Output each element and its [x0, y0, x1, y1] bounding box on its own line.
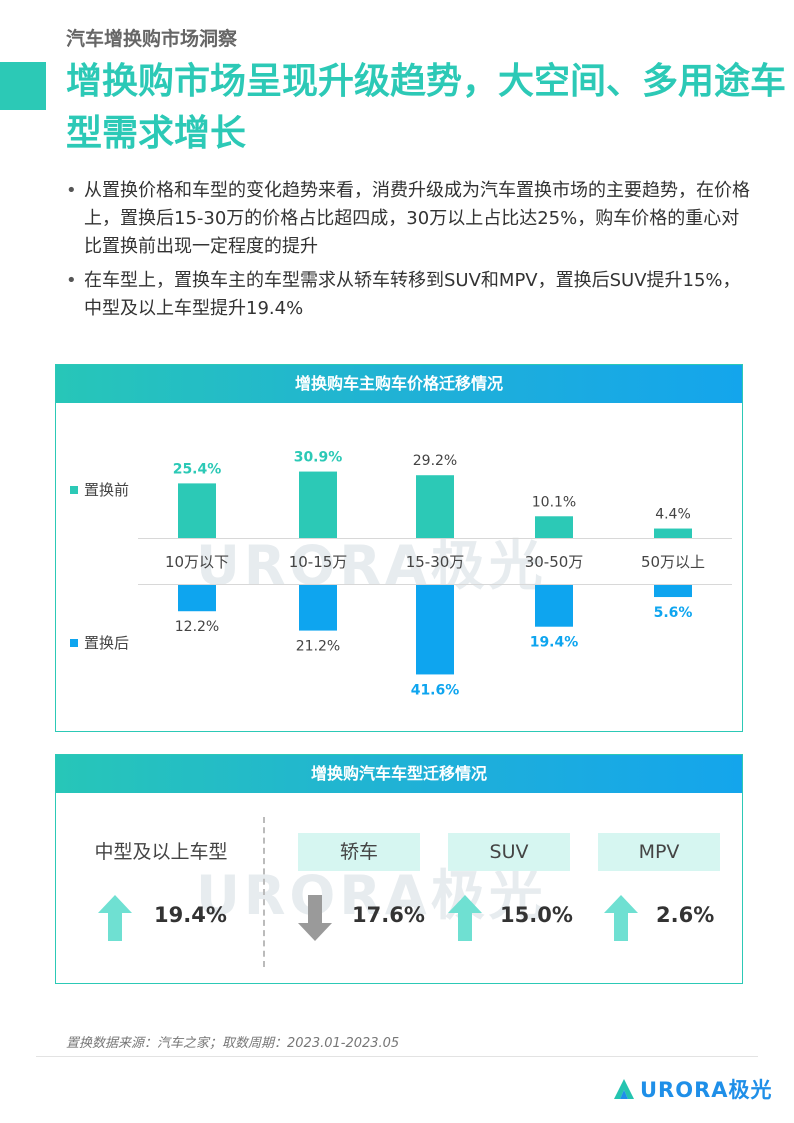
price-panel-title: 增换购车主购车价格迁移情况	[56, 365, 742, 403]
brand-logo: URORA极光	[612, 1074, 773, 1104]
data-label-after: 41.6%	[411, 682, 460, 698]
aurora-logo-icon	[614, 1079, 634, 1099]
arrow-down-icon	[298, 895, 332, 941]
bullet-list: • 从置换价格和车型的变化趋势来看，消费升级成为汽车置换市场的主要趋势，在价格上，…	[64, 177, 754, 329]
value-suv: 15.0%	[500, 903, 573, 927]
legend-before: 置换前	[70, 479, 129, 500]
data-source-note: 置换数据来源：汽车之家；取数周期：2023.01-2023.05	[66, 1036, 400, 1051]
bullet-text: 在车型上，置换车主的车型需求从轿车转移到SUV和MPV，置换后SUV提升15%，…	[84, 270, 741, 319]
price-migration-chart: 25.4% 10万以下 12.2% 30.9% 10-15万 21.2% 29.2% 15-3…	[138, 450, 732, 698]
type-label-sedan: 轿车	[298, 833, 420, 871]
category-label: 50万以上	[641, 553, 705, 571]
bar-after	[416, 585, 454, 675]
data-label-after: 12.2%	[175, 619, 219, 635]
value-mpv: 2.6%	[656, 903, 715, 927]
dashed-divider	[263, 817, 265, 967]
value-midsize: 19.4%	[154, 903, 227, 927]
data-label-after: 21.2%	[296, 639, 340, 655]
data-label-after: 5.6%	[654, 605, 693, 621]
bar-after	[535, 585, 573, 627]
category-label: 10-15万	[289, 553, 348, 571]
bullet-item: • 在车型上，置换车主的车型需求从轿车转移到SUV和MPV，置换后SUV提升15%…	[64, 267, 754, 323]
bar-before	[654, 528, 692, 538]
data-label-before: 10.1%	[532, 494, 576, 510]
bar-before	[178, 483, 216, 538]
type-panel-title: 增换购汽车车型迁移情况	[56, 755, 742, 793]
bullet-text: 从置换价格和车型的变化趋势来看，消费升级成为汽车置换市场的主要趋势，在价格上，置…	[84, 180, 750, 257]
bar-before	[299, 471, 337, 538]
type-migration-panel: 增换购汽车车型迁移情况 URORA极光 中型及以上车型 轿车 SUV MPV 1…	[55, 754, 743, 984]
bar-before	[416, 475, 454, 538]
title-accent-bar	[0, 62, 46, 110]
arrow-up-icon	[604, 895, 638, 941]
bar-after	[178, 585, 216, 612]
type-label-suv: SUV	[448, 833, 570, 871]
bullet-dot: •	[66, 180, 77, 201]
legend-label-before: 置换前	[84, 481, 130, 499]
legend-swatch-before	[70, 485, 78, 494]
data-label-before: 30.9%	[294, 450, 343, 466]
watermark-logo: URORA极光	[196, 864, 547, 927]
arrow-up-icon	[448, 895, 482, 941]
bar-after	[299, 585, 337, 631]
category-label: 15-30万	[406, 553, 465, 571]
type-label-midsize: 中型及以上车型	[86, 833, 236, 871]
legend-label-after: 置换后	[84, 634, 130, 652]
legend-swatch-after	[70, 638, 78, 647]
value-sedan: 17.6%	[352, 903, 425, 927]
category-label: 30-50万	[525, 553, 584, 571]
bar-before	[535, 516, 573, 538]
logo-text: URORA极光	[640, 1078, 773, 1102]
data-label-after: 19.4%	[530, 635, 579, 651]
section-label: 汽车增换购市场洞察	[66, 28, 238, 50]
type-label-mpv: MPV	[598, 833, 720, 871]
watermark-logo: URORA极光	[196, 534, 547, 597]
bar-after	[654, 585, 692, 598]
data-label-before: 4.4%	[655, 507, 691, 523]
bullet-dot: •	[66, 270, 77, 291]
legend-after: 置换后	[70, 632, 129, 653]
data-label-before: 29.2%	[413, 453, 457, 469]
price-migration-panel: 增换购车主购车价格迁移情况 URORA极光 置换前 置换后 25.4% 10万以下…	[55, 364, 743, 732]
data-label-before: 25.4%	[173, 461, 222, 477]
category-label: 10万以下	[165, 553, 229, 571]
footer-divider	[36, 1056, 758, 1057]
bullet-item: • 从置换价格和车型的变化趋势来看，消费升级成为汽车置换市场的主要趋势，在价格上，…	[64, 177, 754, 261]
arrow-up-icon	[98, 895, 132, 941]
page-title: 增换购市场呈现升级趋势，大空间、多用途车型需求增长	[66, 61, 787, 154]
